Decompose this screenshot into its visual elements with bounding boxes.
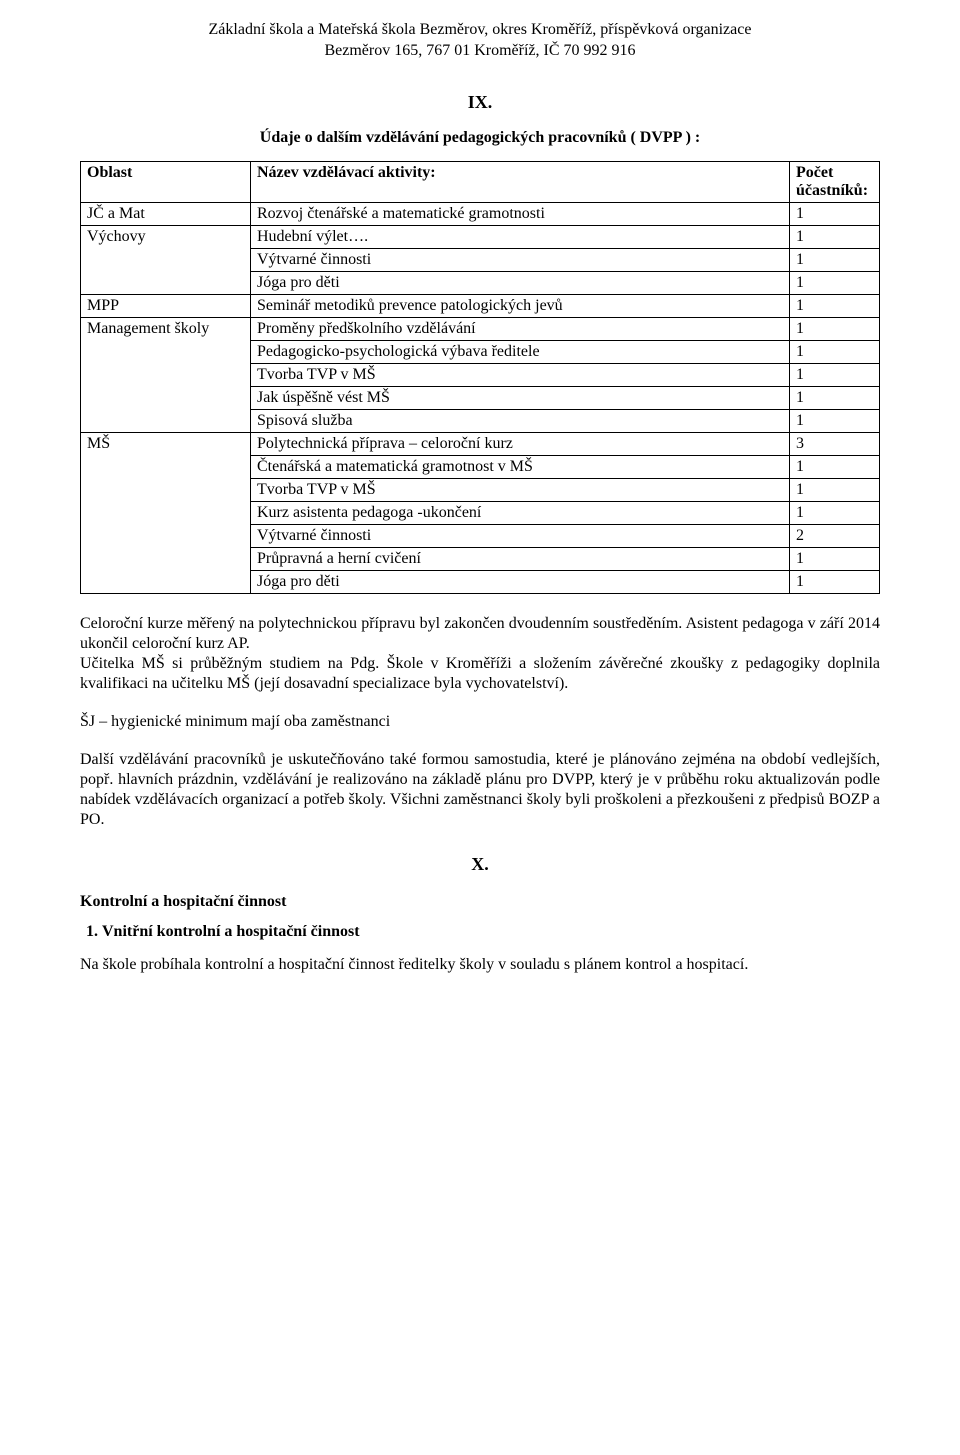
paragraph-further-edu: Další vzdělávání pracovníků je uskutečňo… — [80, 750, 880, 830]
count-cell: 2 — [790, 524, 880, 547]
activity-cell: Polytechnická příprava – celoroční kurz — [251, 432, 790, 455]
activity-cell: Proměny předškolního vzdělávání — [251, 317, 790, 340]
activity-cell: Hudební výlet…. — [251, 225, 790, 248]
count-cell: 1 — [790, 386, 880, 409]
table-row: Management školyProměny předškolního vzd… — [81, 317, 880, 340]
oblast-cell: Výchovy — [81, 225, 251, 294]
section-x-number: X. — [80, 854, 880, 875]
activity-cell: Jóga pro děti — [251, 570, 790, 593]
activity-cell: Kurz asistenta pedagoga -ukončení — [251, 501, 790, 524]
dvpp-table: Oblast Název vzdělávací aktivity: Počet … — [80, 161, 880, 594]
count-cell: 1 — [790, 478, 880, 501]
count-cell: 1 — [790, 202, 880, 225]
section-x-list: Vnitřní kontrolní a hospitační činnost — [102, 923, 880, 941]
header-line-2: Bezměrov 165, 767 01 Kroměříž, IČ 70 992… — [80, 41, 880, 62]
activity-cell: Výtvarné činnosti — [251, 524, 790, 547]
section-ix-title: Údaje o dalším vzdělávání pedagogických … — [80, 129, 880, 147]
activity-cell: Čtenářská a matematická gramotnost v MŠ — [251, 455, 790, 478]
activity-cell: Jóga pro děti — [251, 271, 790, 294]
col-oblast-header: Oblast — [81, 161, 251, 202]
oblast-cell: MPP — [81, 294, 251, 317]
count-cell: 1 — [790, 547, 880, 570]
paragraph-dvpp-summary: Celoroční kurze měřený na polytechnickou… — [80, 614, 880, 694]
activity-cell: Průpravná a herní cvičení — [251, 547, 790, 570]
count-cell: 1 — [790, 294, 880, 317]
count-cell: 1 — [790, 363, 880, 386]
oblast-cell: Management školy — [81, 317, 251, 432]
activity-cell: Spisová služba — [251, 409, 790, 432]
table-row: VýchovyHudební výlet….1 — [81, 225, 880, 248]
count-cell: 1 — [790, 248, 880, 271]
table-header-row: Oblast Název vzdělávací aktivity: Počet … — [81, 161, 880, 202]
count-cell: 1 — [790, 317, 880, 340]
activity-cell: Jak úspěšně vést MŠ — [251, 386, 790, 409]
paragraph-sj: ŠJ – hygienické minimum mají oba zaměstn… — [80, 712, 880, 732]
count-cell: 3 — [790, 432, 880, 455]
col-count-header: Počet účastníků: — [790, 161, 880, 202]
table-row: MŠPolytechnická příprava – celoroční kur… — [81, 432, 880, 455]
col-activity-header: Název vzdělávací aktivity: — [251, 161, 790, 202]
list-item-1: Vnitřní kontrolní a hospitační činnost — [102, 923, 880, 941]
oblast-cell: JČ a Mat — [81, 202, 251, 225]
table-row: MPPSeminář metodiků prevence patologický… — [81, 294, 880, 317]
activity-cell: Tvorba TVP v MŠ — [251, 363, 790, 386]
activity-cell: Tvorba TVP v MŠ — [251, 478, 790, 501]
activity-cell: Rozvoj čtenářské a matematické gramotnos… — [251, 202, 790, 225]
oblast-cell: MŠ — [81, 432, 251, 593]
count-cell: 1 — [790, 501, 880, 524]
page-header: Základní škola a Mateřská škola Bezměrov… — [80, 20, 880, 62]
count-cell: 1 — [790, 570, 880, 593]
count-cell: 1 — [790, 340, 880, 363]
paragraph-control: Na škole probíhala kontrolní a hospitačn… — [80, 955, 880, 975]
section-ix-number: IX. — [80, 92, 880, 113]
count-cell: 1 — [790, 271, 880, 294]
table-row: JČ a MatRozvoj čtenářské a matematické g… — [81, 202, 880, 225]
document-page: Základní škola a Mateřská škola Bezměrov… — [0, 0, 960, 1033]
section-x-heading: Kontrolní a hospitační činnost — [80, 893, 880, 911]
header-line-1: Základní škola a Mateřská škola Bezměrov… — [80, 20, 880, 41]
activity-cell: Seminář metodiků prevence patologických … — [251, 294, 790, 317]
count-cell: 1 — [790, 225, 880, 248]
count-cell: 1 — [790, 409, 880, 432]
activity-cell: Výtvarné činnosti — [251, 248, 790, 271]
count-cell: 1 — [790, 455, 880, 478]
activity-cell: Pedagogicko-psychologická výbava ředitel… — [251, 340, 790, 363]
